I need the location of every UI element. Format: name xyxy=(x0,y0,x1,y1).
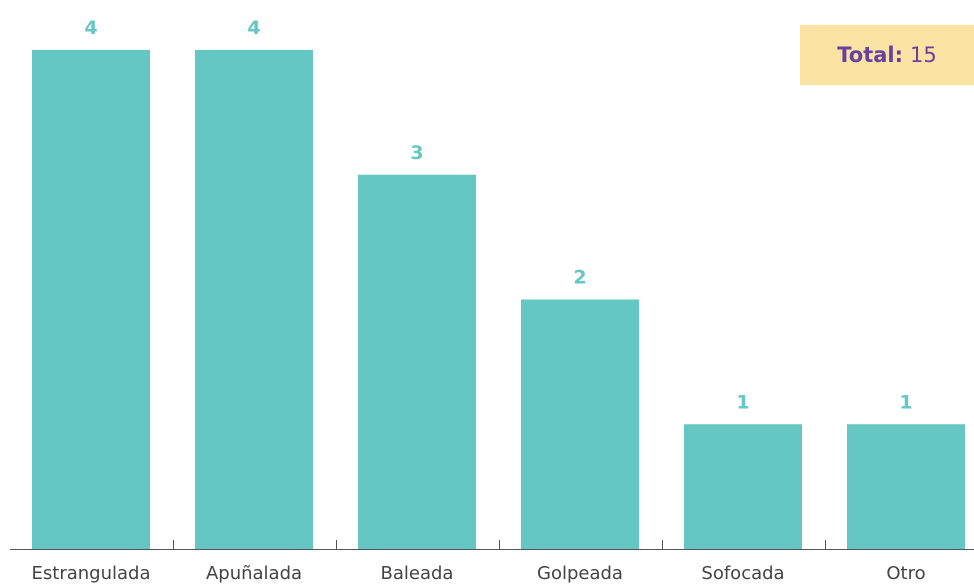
category-label: Apuñalada xyxy=(206,563,302,584)
category-label: Otro xyxy=(886,563,925,584)
category-label: Sofocada xyxy=(701,563,784,584)
bars-group xyxy=(32,50,965,549)
value-label: 4 xyxy=(84,17,97,39)
value-label: 4 xyxy=(247,17,260,39)
bar-otro xyxy=(847,424,965,549)
value-label: 1 xyxy=(899,391,912,413)
category-label: Baleada xyxy=(381,563,454,584)
total-label: Total: xyxy=(837,43,904,67)
bar-baleada xyxy=(358,174,476,549)
bar-apuñalada xyxy=(195,50,313,549)
category-label: Estrangulada xyxy=(32,563,151,584)
category-label: Golpeada xyxy=(537,563,623,584)
bar-estrangulada xyxy=(32,50,150,549)
x-axis-ticks xyxy=(173,540,826,549)
bar-sofocada xyxy=(684,424,802,549)
value-label: 3 xyxy=(410,142,423,164)
value-label: 1 xyxy=(736,391,749,413)
category-labels-group: Estrangulada Apuñalada Baleada Golpeada Sofo… xyxy=(32,563,926,584)
value-labels-group: 4 4 3 2 1 1 xyxy=(84,17,912,413)
value-label: 2 xyxy=(573,267,586,289)
bar-golpeada xyxy=(521,299,639,549)
total-box: Total: 15 xyxy=(800,25,974,85)
total-value: 15 xyxy=(910,43,937,67)
